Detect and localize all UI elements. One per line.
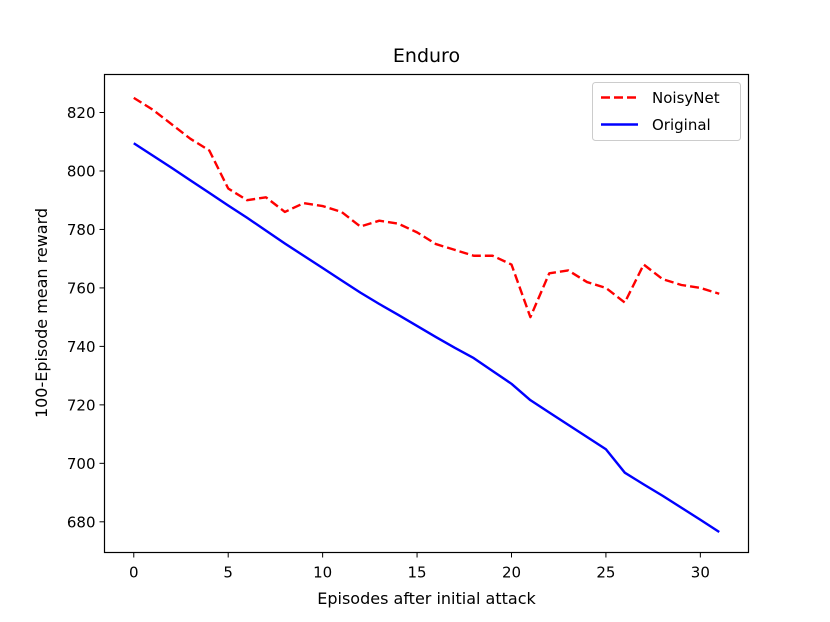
axes-frame <box>103 73 750 554</box>
x-tick-label: 0 <box>129 564 139 582</box>
x-tick-label: 25 <box>596 564 615 582</box>
y-tick-label: 740 <box>67 338 96 356</box>
y-tick-label: 720 <box>67 396 96 414</box>
x-tick-label: 5 <box>223 564 233 582</box>
series-line-noisynet <box>133 96 720 319</box>
y-tick-label: 680 <box>67 513 96 531</box>
x-tick-label: 30 <box>691 564 710 582</box>
legend: NoisyNet Original <box>592 82 741 141</box>
axis-ticks: 0 5 10 15 20 25 30 680 700 720 740 760 780 800 820 <box>67 104 710 581</box>
y-tick-label: 800 <box>67 162 96 180</box>
chart-title: Enduro <box>393 45 460 67</box>
plot-area <box>133 96 720 534</box>
y-tick-label: 780 <box>67 221 96 239</box>
x-tick-label: 15 <box>408 564 427 582</box>
y-tick-label: 760 <box>67 279 96 297</box>
x-tick-label: 20 <box>502 564 521 582</box>
legend-label-original: Original <box>652 116 711 134</box>
y-axis-label: 100-Episode mean reward <box>32 208 51 418</box>
x-axis-label: Episodes after initial attack <box>317 589 536 608</box>
x-tick-label: 10 <box>313 564 332 582</box>
y-tick-label: 700 <box>67 455 96 473</box>
series-line-original <box>133 142 720 534</box>
legend-label-noisynet: NoisyNet <box>652 89 720 107</box>
y-tick-label: 820 <box>67 104 96 122</box>
